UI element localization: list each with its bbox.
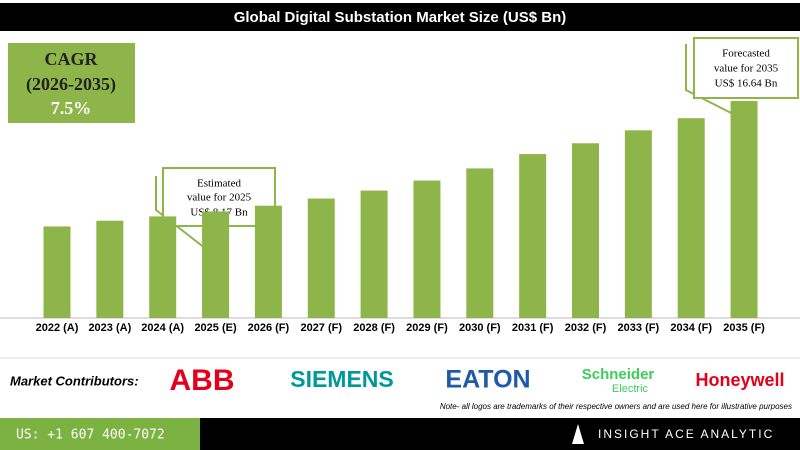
footer-right [200,418,800,450]
bar [202,211,230,318]
logo: Honeywell [695,370,784,390]
x-tick-label: 2031 (F) [512,322,554,334]
annotation: US$ 16.64 Bn [715,78,778,90]
bar [307,198,335,318]
logo: SIEMENS [290,366,394,392]
x-tick-label: 2024 (A) [141,322,184,334]
callout-box [693,37,799,99]
brand-icon [572,424,584,444]
cagr-value: 7.5% [51,98,92,118]
phone: US: +1 607 400-7072 [16,428,165,443]
bar [572,143,599,318]
cagr-box [8,43,135,123]
bar [730,101,758,318]
contributors-label: Market Contributors: [10,373,139,388]
callout-line [155,176,211,253]
cagr-label: CAGR [45,49,99,69]
cagr-period: (2026-2035) [26,74,116,95]
bar [360,190,388,318]
x-tick-label: 2032 (F) [565,322,607,334]
annotation: Estimated [197,178,241,190]
x-tick-label: 2030 (F) [459,322,501,334]
annotation: value for 2025 [187,192,252,204]
x-tick-label: 2025 (E) [194,322,237,334]
x-tick-label: 2034 (F) [670,322,712,334]
bar [43,226,71,318]
footer-left [0,418,200,450]
note: Note- all logos are trademarks of their … [440,402,792,411]
x-tick-label: 2026 (F) [248,322,290,334]
logo: EATON [445,366,530,394]
x-tick-label: 2028 (F) [353,322,395,334]
x-tick-label: 2027 (F) [300,322,342,334]
logo: Schneider [582,366,655,383]
x-tick-label: 2022 (A) [36,322,79,334]
bar [677,118,705,318]
bar [466,168,494,318]
annotation: Forecasted [722,48,770,60]
logo: Electric [612,383,649,395]
callout-line [685,44,736,116]
bar [254,205,282,318]
chart-title: Global Digital Substation Market Size (U… [234,9,567,26]
x-tick-label: 2033 (F) [618,322,660,334]
bar [519,154,547,318]
x-tick-label: 2023 (A) [88,322,131,334]
bar [149,216,177,318]
logo: ABB [170,364,235,397]
bar [413,180,441,318]
title-bar [0,3,800,31]
bar [624,130,652,318]
annotation: value for 2035 [714,63,779,75]
bar [96,220,124,318]
brand: INSIGHT ACE ANALYTIC [598,427,774,441]
x-tick-label: 2035 (F) [723,322,765,334]
x-tick-label: 2029 (F) [406,322,448,334]
